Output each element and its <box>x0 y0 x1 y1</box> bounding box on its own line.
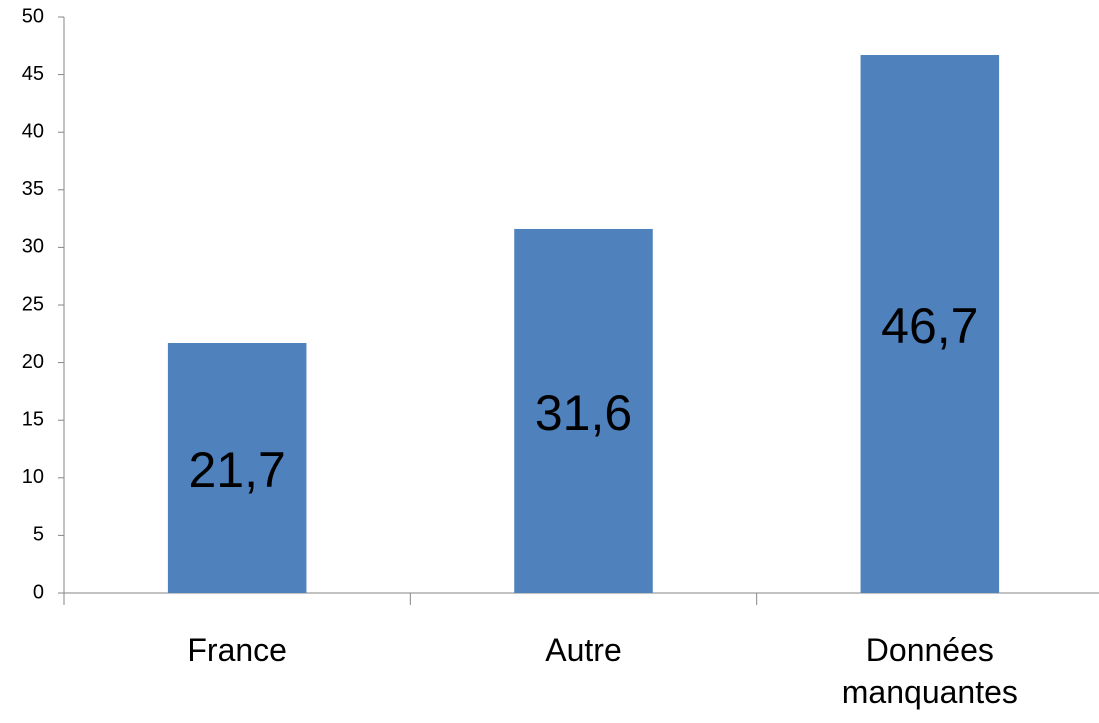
y-tick-label: 45 <box>22 63 44 85</box>
x-tick-label: Autre <box>545 632 622 668</box>
y-tick-label: 40 <box>22 120 44 142</box>
y-tick-label: 5 <box>33 524 44 546</box>
y-tick-label: 15 <box>22 408 44 430</box>
y-tick-label: 35 <box>22 178 44 200</box>
y-tick-label: 25 <box>22 293 44 315</box>
bar <box>514 228 653 593</box>
y-tick-label: 50 <box>22 5 44 27</box>
y-tick-label: 30 <box>22 236 44 258</box>
data-label: 31,6 <box>535 385 632 441</box>
bar <box>167 343 307 593</box>
y-tick-label: 0 <box>33 581 44 603</box>
y-tick-label: 20 <box>22 351 44 373</box>
x-tick-label: France <box>187 632 287 668</box>
data-label: 21,7 <box>189 442 286 498</box>
x-tick-label: Données manquantes <box>841 632 1018 710</box>
bar <box>860 55 1000 594</box>
data-label: 46,7 <box>881 298 978 354</box>
y-tick-label: 10 <box>22 466 44 488</box>
